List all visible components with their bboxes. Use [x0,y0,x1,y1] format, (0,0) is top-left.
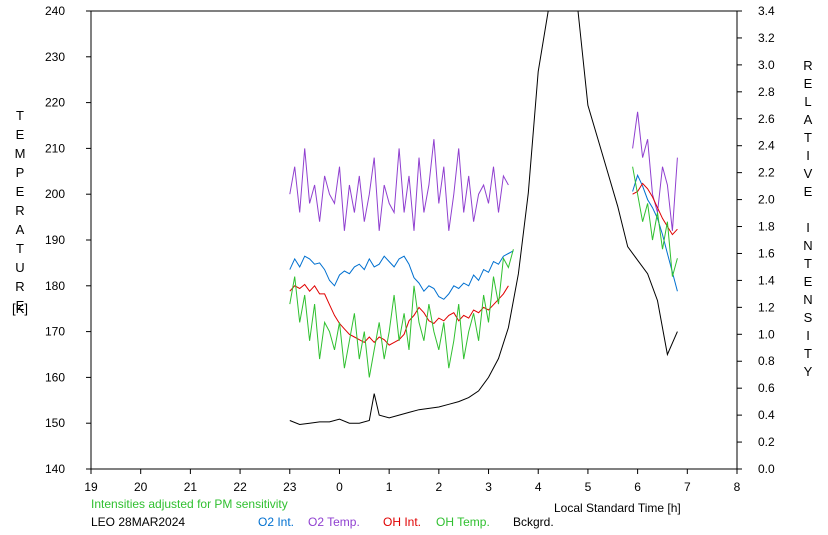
left-title-letter: R [15,203,24,218]
x-tick-label: 4 [535,480,542,494]
left-title-letter: A [16,222,25,237]
right-axis-ticks: 0.0 0.2 0.4 0.6 0.8 1.0 1.2 1.4 1.6 1.8 2.0 2.2 2.4 2… [737,4,775,476]
series-bckgrd-line [289,11,678,426]
left-title-letter: T [16,241,24,256]
right-title-letter: I [806,220,810,235]
x-axis-label: Local Standard Time [h] [554,501,681,515]
legend-bckgrd: Bckgrd. [513,515,554,529]
right-tick-label: 1.4 [758,273,775,287]
x-tick-label: 1 [386,480,393,494]
right-tick-label: 1.6 [758,246,775,260]
right-tick-label: 1.8 [758,220,775,234]
x-tick-label: 19 [84,480,98,494]
legend-footer: Intensities adjusted for PM sensitivity … [91,497,681,529]
right-tick-label: 2.6 [758,112,775,126]
right-tick-label: 0.2 [758,435,775,449]
plot-area [289,11,678,426]
right-tick-label: 2.0 [758,193,775,207]
right-title-letter: I [806,328,810,343]
left-tick-label: 210 [45,141,65,155]
left-title-unit: [K] [12,301,28,316]
legend-o2-int: O2 Int. [258,515,294,529]
right-tick-label: 1.2 [758,300,775,314]
left-tick-label: 200 [45,187,65,201]
left-tick-label: 170 [45,325,65,339]
left-title-letter: E [16,184,25,199]
x-tick-label: 5 [585,480,592,494]
series-oh-temp-line [289,249,514,378]
left-title-letter: E [16,298,25,313]
axes-frame [90,10,738,470]
left-title-letter: U [15,260,24,275]
right-tick-label: 2.4 [758,139,775,153]
series-o2-int-line [289,250,514,300]
right-title-letter: S [804,310,813,325]
right-title-letter: T [804,256,812,271]
right-title-letter: N [803,292,812,307]
x-tick-label: 7 [684,480,691,494]
legend-oh-temp: OH Temp. [436,515,490,529]
left-tick-label: 230 [45,50,65,64]
right-title-letter: I [806,148,810,163]
right-tick-label: 2.2 [758,166,775,180]
left-tick-label: 240 [45,4,65,18]
right-title-letter: E [804,274,813,289]
station-date: LEO 28MAR2024 [91,515,185,529]
right-title-letter: T [804,130,812,145]
x-axis-ticks: 19 20 21 22 23 0 1 2 3 4 5 6 7 8 [84,469,741,494]
left-title-letter: E [16,127,25,142]
x-tick-label: 21 [184,480,198,494]
right-title-letter: V [804,166,813,181]
series-o2-int-line [632,173,678,292]
right-tick-label: 2.8 [758,85,775,99]
right-title-letter: E [804,76,813,91]
series-oh-int-line [632,182,678,236]
note-text: Intensities adjusted for PM sensitivity [91,497,288,511]
right-tick-label: 0.0 [758,462,775,476]
legend-oh-int: OH Int. [383,515,421,529]
right-title-letter: R [803,58,812,73]
right-tick-label: 0.4 [758,408,775,422]
legend-o2-temp: O2 Temp. [308,515,360,529]
right-tick-label: 3.4 [758,4,775,18]
series-o2-temp-line [289,139,509,231]
x-tick-label: 23 [283,480,297,494]
left-tick-label: 220 [45,96,65,110]
x-tick-label: 0 [336,480,343,494]
right-title-letter: T [804,346,812,361]
right-tick-label: 3.2 [758,31,775,45]
left-tick-label: 160 [45,370,65,384]
x-tick-label: 22 [233,480,247,494]
left-tick-label: 190 [45,233,65,247]
x-tick-label: 6 [634,480,641,494]
left-title-letter: R [15,279,24,294]
right-tick-label: 0.6 [758,381,775,395]
left-title-letter: P [16,165,25,180]
right-tick-label: 3.0 [758,58,775,72]
left-tick-label: 180 [45,279,65,293]
left-title-letter: M [15,146,26,161]
right-title-letter: L [804,94,811,109]
x-tick-label: 8 [734,480,741,494]
series-oh-temp-line [632,166,678,277]
right-title-letter: E [804,184,813,199]
left-title-letter: T [16,108,24,123]
x-tick-label: 20 [134,480,148,494]
x-tick-label: 3 [485,480,492,494]
right-title-letter: Y [804,364,813,379]
x-tick-label: 2 [436,480,443,494]
right-title-letter: N [803,238,812,253]
left-axis-ticks: 140 150 160 170 180 190 200 210 220 230 240 [45,4,91,476]
left-tick-label: 140 [45,462,65,476]
left-tick-label: 150 [45,416,65,430]
right-title-letter: A [804,112,813,127]
right-tick-label: 1.0 [758,327,775,341]
right-tick-label: 0.8 [758,354,775,368]
